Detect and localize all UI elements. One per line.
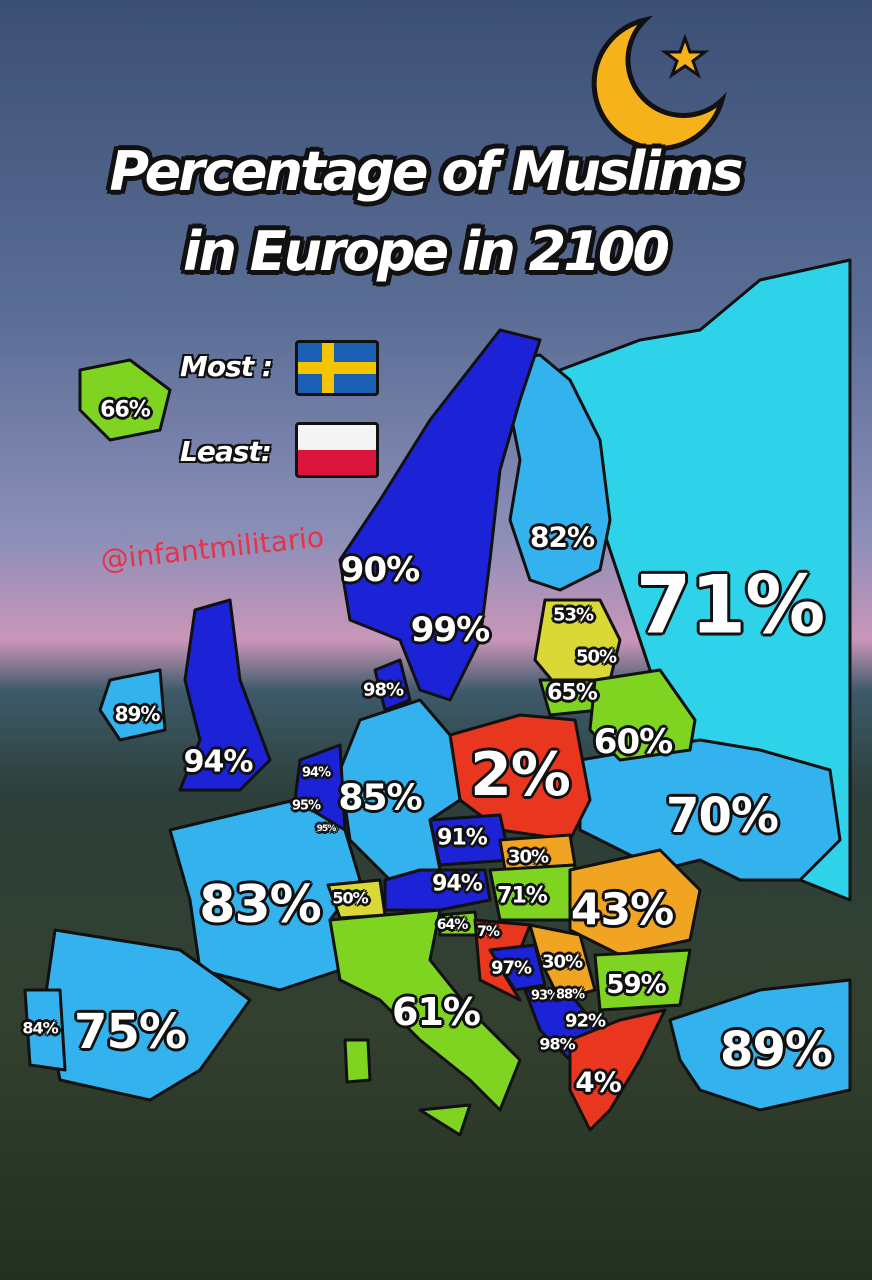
title-line-1: Percentage of Muslims: [109, 140, 744, 203]
percentage-label: 94%: [183, 744, 254, 780]
percentage-label: 83%: [199, 875, 321, 935]
region-belarus: [588, 668, 697, 762]
title-line-2: in Europe in 2100: [183, 220, 670, 283]
region-uk: [178, 598, 272, 792]
region-bosnia: [488, 943, 547, 992]
percentage-label: 61%: [392, 990, 481, 1034]
region-poland: [448, 713, 592, 842]
region-sicily: [418, 1103, 472, 1137]
percentage-label: 82%: [529, 520, 595, 554]
percentage-label: 92%: [564, 1010, 606, 1032]
region-bulgaria: [593, 948, 692, 1012]
percentage-label: 95%: [291, 798, 321, 814]
percentage-label: 93%: [530, 988, 560, 1004]
percentage-label: 53%: [552, 604, 594, 626]
percentage-label: 94%: [432, 871, 483, 897]
percentage-label: 4%: [575, 1065, 622, 1099]
region-denmark: [373, 658, 412, 712]
region-portugal: [23, 988, 67, 1072]
percentage-label: 70%: [666, 788, 779, 844]
percentage-label: 65%: [547, 680, 598, 706]
region-finland: [498, 353, 612, 592]
region-sardinia: [343, 1038, 372, 1084]
region-romania: [568, 848, 702, 957]
region-greece: [568, 1008, 667, 1132]
region-italy: [328, 908, 522, 1112]
region-austria: [383, 868, 492, 912]
percentage-label: 88%: [555, 987, 585, 1003]
legend-least-label: Least:: [180, 435, 272, 468]
percentage-label: 50%: [332, 888, 368, 908]
region-iceland: [78, 358, 172, 442]
percentage-label: 71%: [497, 883, 548, 909]
percentage-label: 98%: [362, 679, 404, 701]
percentage-label: 95%: [316, 824, 337, 834]
percentage-label: 2%: [470, 740, 571, 810]
percentage-label: 75%: [74, 1004, 187, 1060]
percentage-label: 84%: [22, 1018, 58, 1038]
region-serbia: [528, 923, 597, 1002]
percentage-label: 7%: [477, 924, 500, 940]
percentage-label: 30%: [541, 951, 583, 973]
percentage-label: 91%: [437, 825, 488, 851]
crescent-moon-star-icon: [591, 15, 727, 151]
region-ukraine: [578, 738, 842, 882]
region-ireland: [98, 668, 167, 742]
percentage-label: 98%: [539, 1034, 575, 1054]
percentage-label: 60%: [593, 722, 673, 762]
percentage-label: 99%: [410, 610, 490, 650]
percentage-label: 59%: [606, 970, 666, 1000]
percentage-label: 89%: [114, 702, 161, 726]
percentage-label: 43%: [570, 884, 674, 936]
percentage-label: 85%: [338, 777, 422, 819]
percentage-label: 89%: [720, 1022, 833, 1078]
percentage-label: 30%: [507, 846, 549, 868]
region-scandinavia: [338, 328, 542, 702]
percentage-label: 90%: [340, 550, 420, 590]
sweden-flag-icon: [295, 340, 379, 396]
percentage-label: 50%: [575, 646, 617, 668]
percentage-label: 71%: [635, 558, 825, 652]
percentage-label: 66%: [100, 397, 151, 423]
legend-most-label: Most :: [180, 350, 273, 383]
region-turkey: [668, 978, 852, 1112]
percentage-label: 64%: [436, 917, 469, 933]
percentage-label: 94%: [301, 765, 331, 781]
percentage-label: 97%: [490, 957, 532, 979]
poland-flag-icon: [295, 422, 379, 478]
